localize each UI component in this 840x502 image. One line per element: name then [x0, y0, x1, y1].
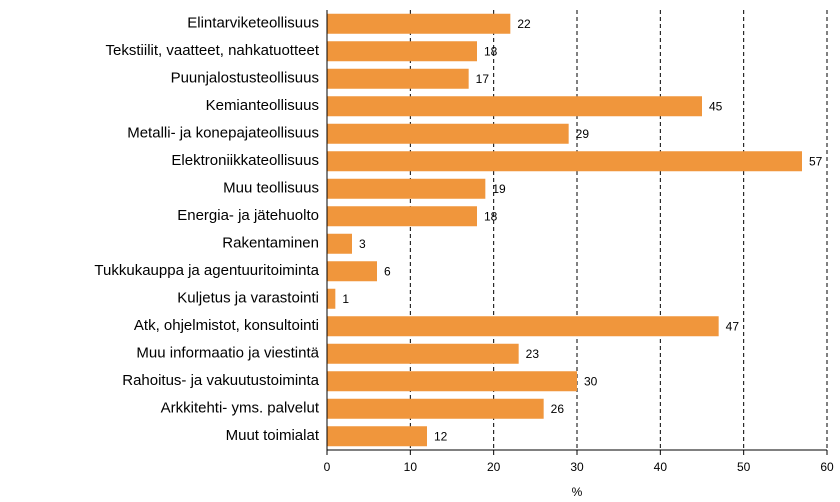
value-label: 12 — [434, 429, 448, 443]
y-tick-label: Kemianteollisuus — [206, 97, 319, 114]
x-tick-label: 60 — [820, 460, 834, 474]
y-tick-label: Elintarviketeollisuus — [187, 15, 319, 32]
value-label: 57 — [809, 154, 823, 168]
x-tick-label: 40 — [654, 460, 668, 474]
bar — [327, 123, 569, 144]
value-label: 45 — [709, 99, 723, 113]
value-label: 29 — [576, 127, 590, 141]
value-label: 18 — [484, 44, 498, 58]
y-tick-label: Muu informaatio ja viestintä — [136, 345, 319, 362]
x-tick-label: 10 — [404, 460, 418, 474]
y-tick-label: Muu teollisuus — [223, 180, 319, 197]
y-tick-label: Energia- ja jätehuolto — [177, 207, 319, 224]
value-label: 22 — [517, 17, 531, 31]
x-axis-label: % — [572, 485, 583, 499]
y-tick-label: Kuljetus ja varastointi — [177, 290, 319, 307]
value-label: 17 — [476, 72, 490, 86]
bar — [327, 316, 719, 337]
bar — [327, 206, 477, 227]
bar — [327, 96, 702, 117]
bar — [327, 68, 469, 89]
y-tick-label: Metalli- ja konepajateollisuus — [127, 125, 319, 142]
y-tick-label: Rakentaminen — [222, 235, 319, 252]
value-label: 30 — [584, 374, 598, 388]
bar — [327, 426, 427, 447]
y-tick-label: Arkkitehti- yms. palvelut — [161, 400, 320, 417]
y-tick-label: Puunjalostusteollisuus — [171, 70, 319, 87]
value-label: 1 — [342, 292, 349, 306]
value-label: 3 — [359, 237, 366, 251]
bar — [327, 13, 511, 34]
bar — [327, 371, 577, 392]
value-label: 23 — [526, 347, 540, 361]
y-tick-label: Atk, ohjelmistot, konsultointi — [134, 317, 319, 334]
y-tick-label: Tukkukauppa ja agentuuritoiminta — [94, 262, 319, 279]
y-tick-label: Rahoitus- ja vakuutustoiminta — [122, 372, 319, 389]
bar — [327, 151, 802, 172]
x-tick-label: 20 — [487, 460, 501, 474]
value-label: 19 — [492, 182, 506, 196]
x-tick-label: 50 — [737, 460, 751, 474]
bar — [327, 343, 519, 364]
value-label: 18 — [484, 209, 498, 223]
bar — [327, 288, 336, 309]
value-label: 26 — [551, 402, 565, 416]
bar — [327, 398, 544, 419]
value-label: 6 — [384, 264, 391, 278]
y-tick-label: Elektroniikkateollisuus — [171, 152, 319, 169]
bar — [327, 261, 377, 282]
value-label: 47 — [726, 319, 740, 333]
x-tick-label: 0 — [324, 460, 331, 474]
bar — [327, 233, 352, 254]
bar — [327, 178, 486, 199]
x-tick-label: 30 — [570, 460, 584, 474]
y-tick-label: Tekstiilit, vaatteet, nahkatuotteet — [106, 42, 320, 59]
y-tick-label: Muut toimialat — [226, 427, 320, 444]
bar — [327, 41, 477, 62]
